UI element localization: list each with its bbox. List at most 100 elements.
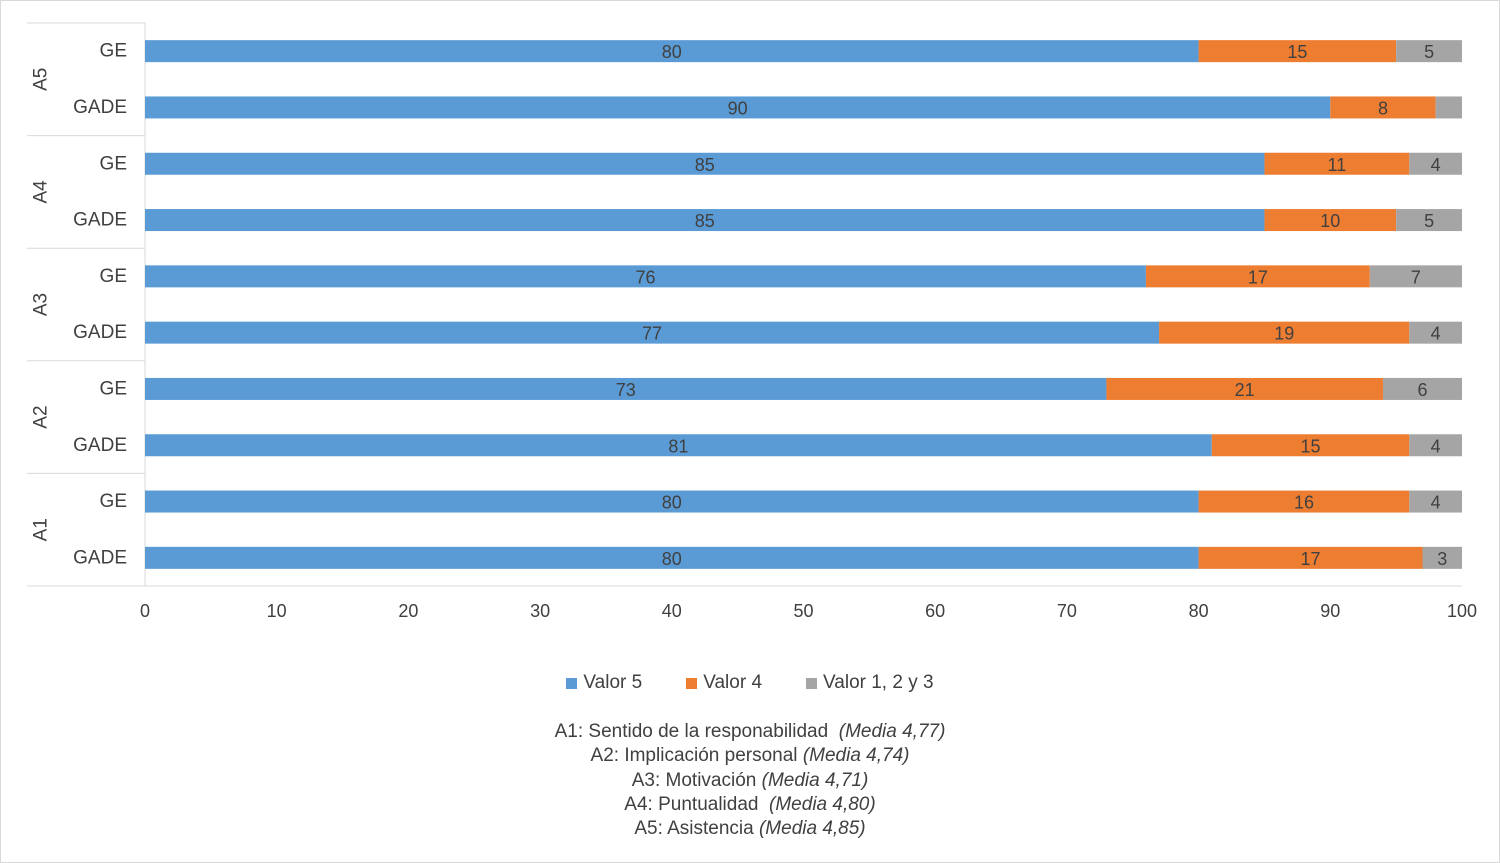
bar-segment [1211,434,1410,457]
x-tick-label: 10 [267,601,287,621]
note-label: Implicación personal [624,745,803,767]
category-label: GADE [73,97,127,118]
note-code: A4: [624,793,659,815]
bar-segment [1106,377,1383,400]
legend-label: Valor 5 [583,672,643,693]
bar-segment [1409,434,1462,457]
x-tick-label: 50 [793,601,813,621]
x-tick-label: 40 [662,601,682,621]
group-label-a4: A4 [31,180,52,204]
data-label: 19 [1274,324,1294,344]
note-code: A5: [634,818,668,840]
bar-segment [145,96,1331,119]
data-label: 8 [1378,98,1388,118]
note-label: Motivación [665,769,762,791]
category-label: GE [100,491,127,512]
note-a3: A3: Motivación (Media 4,71) [0,769,1500,793]
legend-swatch [686,677,698,689]
bar-segment [145,490,1199,513]
bar-segment [1396,209,1462,232]
bar-segment [145,434,1212,457]
data-label: 76 [635,267,655,287]
note-mean: (Media 4,80) [769,793,876,815]
note-mean: (Media 4,74) [802,745,910,767]
x-tick-label: 100 [1447,601,1477,621]
x-tick-label: 80 [1189,601,1209,621]
bar-segment [145,377,1107,400]
data-label: 16 [1294,493,1314,513]
data-label: 4 [1431,324,1441,344]
data-label: 17 [1301,549,1321,569]
legend-swatch [566,677,578,689]
category-label: GADE [73,210,127,231]
bar-segment [145,40,1199,63]
category-label: GE [100,378,127,399]
data-label: 4 [1431,436,1441,456]
legend-swatch [806,677,818,689]
data-label: 11 [1328,155,1347,175]
bar-segment [145,265,1146,288]
bar-segment [1396,40,1462,63]
data-label: 21 [1235,380,1255,400]
legend-item-valor-4: Valor 4 [686,672,762,694]
bar-segment [1264,209,1397,232]
data-label: 15 [1287,42,1307,62]
bar-segment [145,209,1265,232]
bar-segment [1369,265,1462,288]
bar-segment [1198,490,1410,513]
data-label: 80 [662,493,682,513]
bar-segment [1409,152,1462,175]
bar-segment [1330,96,1436,119]
legend-label: Valor 4 [703,672,763,693]
bar-segment [1409,490,1462,513]
category-label: GE [100,266,127,287]
data-label: 4 [1431,493,1441,513]
category-label: GE [100,41,127,62]
category-label: GE [100,153,127,174]
bar-segment [1159,321,1410,344]
x-tick-label: 30 [530,601,550,621]
data-label: 81 [668,436,688,456]
bar-segment [145,546,1199,569]
note-label: Puntualidad [658,793,770,815]
note-label: Sentido de la responabilidad [588,721,839,742]
data-label: 77 [642,324,662,344]
chart-legend: Valor 5 Valor 4 Valor 1, 2 y 3 [0,668,1500,698]
legend-item-valor-5: Valor 5 [566,672,642,694]
data-label: 15 [1301,436,1321,456]
group-label-a2: A2 [31,405,52,428]
legend-item-valor-1-2-3: Valor 1, 2 y 3 [806,672,934,694]
x-tick-label: 0 [140,601,150,621]
data-label: 73 [616,380,636,400]
note-a2: A2: Implicación personal (Media 4,74) [0,744,1500,768]
data-label: 5 [1424,42,1434,62]
note-code: A1: [554,721,589,742]
x-tick-label: 90 [1320,601,1340,621]
chart-notes: A1: Sentido de la responabilidad (Media … [0,720,1500,841]
bars-layer [145,40,1462,569]
note-a4: A4: Puntualidad (Media 4,80) [0,793,1500,817]
data-label: 85 [695,155,715,175]
bar-segment [1422,546,1462,569]
note-label: Asistencia [667,818,759,840]
bar-segment [1409,321,1462,344]
data-label: 17 [1248,267,1268,287]
bar-segment [145,152,1265,175]
group-label-a1: A1 [31,518,52,541]
x-tick-label: 70 [1057,601,1077,621]
note-code: A2: [590,745,625,767]
note-mean: (Media 4,77) [838,721,946,742]
data-label: 7 [1411,267,1421,287]
bar-segment [1382,377,1462,400]
bar-segment [1145,265,1370,288]
data-label: 85 [695,211,715,231]
group-label-a3: A3 [31,293,52,316]
data-label: 3 [1437,549,1447,569]
note-mean: (Media 4,71) [761,769,869,791]
data-label: 4 [1431,155,1441,175]
group-label-a5: A5 [31,68,52,91]
data-label: 80 [662,42,682,62]
